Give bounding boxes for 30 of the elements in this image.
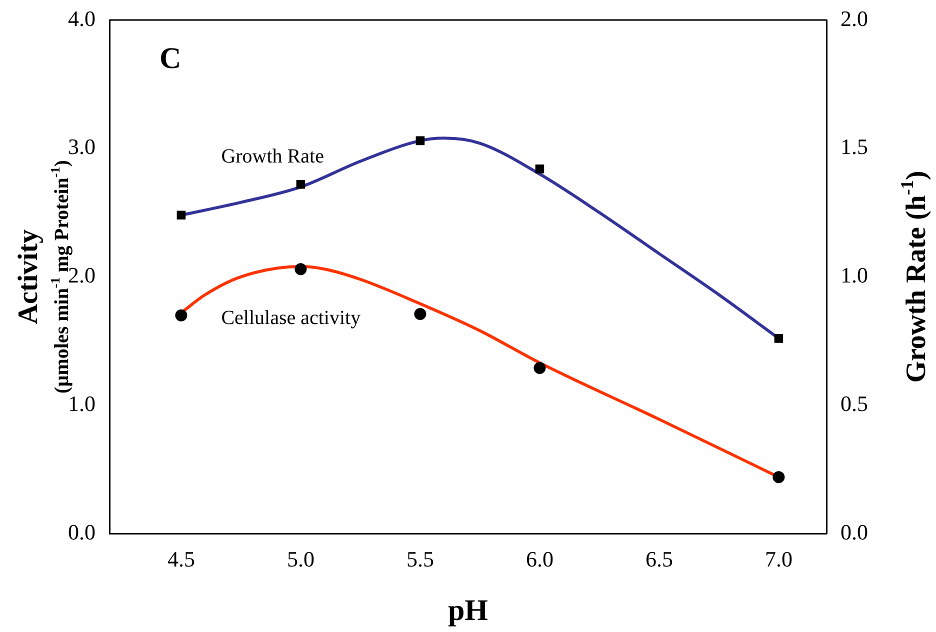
point xyxy=(416,136,425,146)
point xyxy=(175,309,188,322)
point xyxy=(535,164,544,174)
series-label: Cellulase activity xyxy=(221,307,361,329)
point xyxy=(772,471,785,484)
y-tick-label: 0.0 xyxy=(68,519,96,544)
y2-axis-title: Growth Rate (h-1) xyxy=(896,170,932,383)
y-tick-label: 4.0 xyxy=(68,6,96,31)
point xyxy=(176,210,186,220)
y-tick-label: 1.0 xyxy=(68,390,96,416)
annotation: C xyxy=(160,42,182,75)
y2-tick-label: 0.5 xyxy=(840,390,868,416)
x-tick-label: 7.0 xyxy=(764,546,792,572)
point xyxy=(774,334,784,343)
point xyxy=(414,308,426,320)
x-tick-label: 5.5 xyxy=(406,546,434,572)
point xyxy=(294,263,307,276)
y2-tick-label: 0.0 xyxy=(840,519,868,544)
x-tick-label: 4.5 xyxy=(167,546,195,572)
y2-tick-label: 2.0 xyxy=(840,6,868,31)
x-axis-title: pH xyxy=(448,594,488,627)
y2-tick-label: 1.0 xyxy=(840,262,868,288)
point xyxy=(296,180,306,189)
x-tick-label: 6.0 xyxy=(526,546,554,572)
x-tick-label: 6.5 xyxy=(645,546,673,572)
series-label: Growth Rate xyxy=(221,145,324,168)
x-tick-label: 5.0 xyxy=(286,546,314,572)
point xyxy=(534,362,546,374)
y-tick-label: 3.0 xyxy=(68,134,96,160)
y2-tick-label: 1.5 xyxy=(840,134,868,160)
